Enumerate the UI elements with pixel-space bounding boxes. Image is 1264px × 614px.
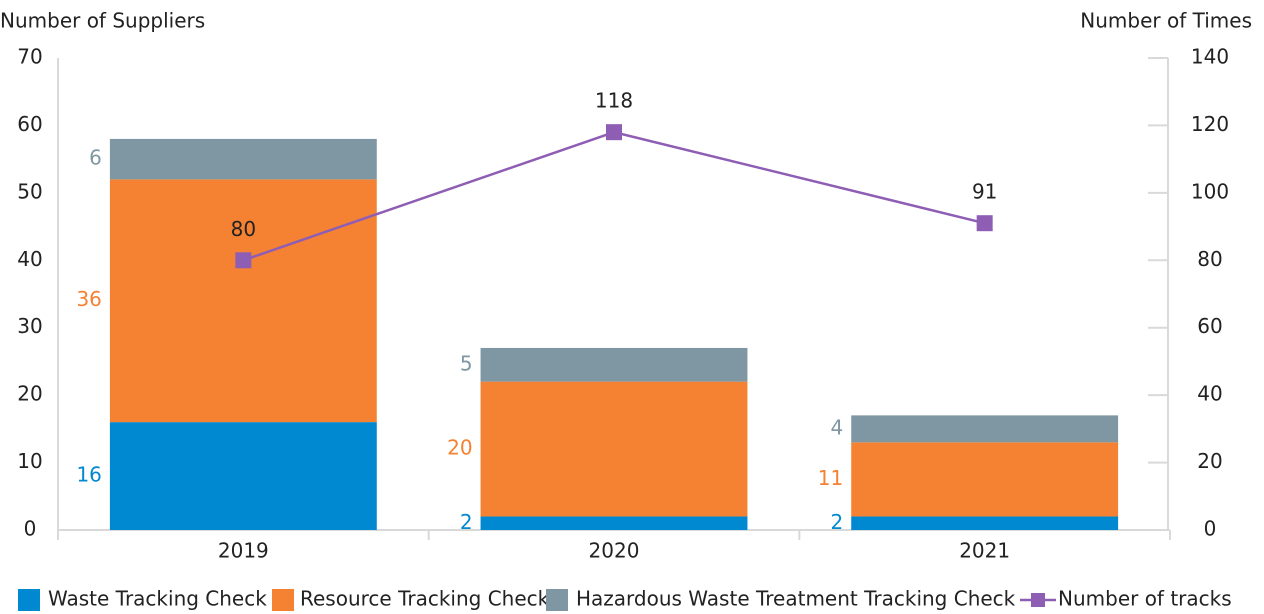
legend-label: Hazardous Waste Treatment Tracking Check [576,587,1016,611]
legend-marker [1031,593,1045,607]
legend-marker [546,589,568,611]
x-tick-label: 2020 [589,539,640,563]
bar-segment [851,415,1119,443]
y-tick-label: 70 [17,45,42,69]
data-label: 16 [76,463,101,487]
bar-segment [109,422,377,530]
y2-tick-label: 140 [1191,45,1229,69]
legend-marker [272,589,294,611]
data-label: 6 [89,146,102,170]
bar-segment [480,516,748,530]
data-label: 118 [595,89,633,113]
y-tick-label: 20 [17,382,42,406]
bar-segment [480,381,748,517]
y2-tick-label: 20 [1197,449,1222,473]
data-label: 20 [447,436,472,460]
line-marker [235,252,252,269]
y-axis-title: Number of Suppliers [0,9,205,33]
y-tick-label: 10 [17,449,42,473]
x-tick-label: 2021 [959,539,1010,563]
data-label: 5 [460,351,473,375]
y-tick-label: 50 [17,179,42,203]
y-tick-label: 30 [17,314,42,338]
y2-axis-title: Number of Times [1080,9,1252,33]
bar-segment [851,442,1119,517]
data-label: 80 [231,217,256,241]
legend-label: Resource Tracking Check [300,587,550,611]
bar-segment [480,347,748,382]
data-label: 4 [830,415,843,439]
data-label: 2 [460,510,473,534]
data-label: 11 [818,466,843,490]
y-tick-label: 40 [17,247,42,271]
legend-label: Number of tracks [1058,587,1232,611]
y2-tick-label: 60 [1197,314,1222,338]
line-marker [976,215,993,232]
data-label: 36 [76,287,101,311]
y2-tick-label: 80 [1197,247,1222,271]
data-label: 91 [972,180,997,204]
y-tick-label: 60 [17,112,42,136]
data-label: 2 [830,510,843,534]
legend-label: Waste Tracking Check [48,587,267,611]
y2-tick-label: 0 [1204,517,1217,541]
x-tick-label: 2019 [218,539,269,563]
y-tick-label: 0 [24,517,37,541]
y2-tick-label: 100 [1191,179,1229,203]
line-marker [606,124,622,141]
y2-tick-label: 120 [1191,112,1229,136]
bar-segment [109,138,377,180]
legend-marker [18,589,40,611]
bar-segment [851,516,1119,530]
y2-tick-label: 40 [1197,382,1222,406]
bar-segment [109,179,377,423]
